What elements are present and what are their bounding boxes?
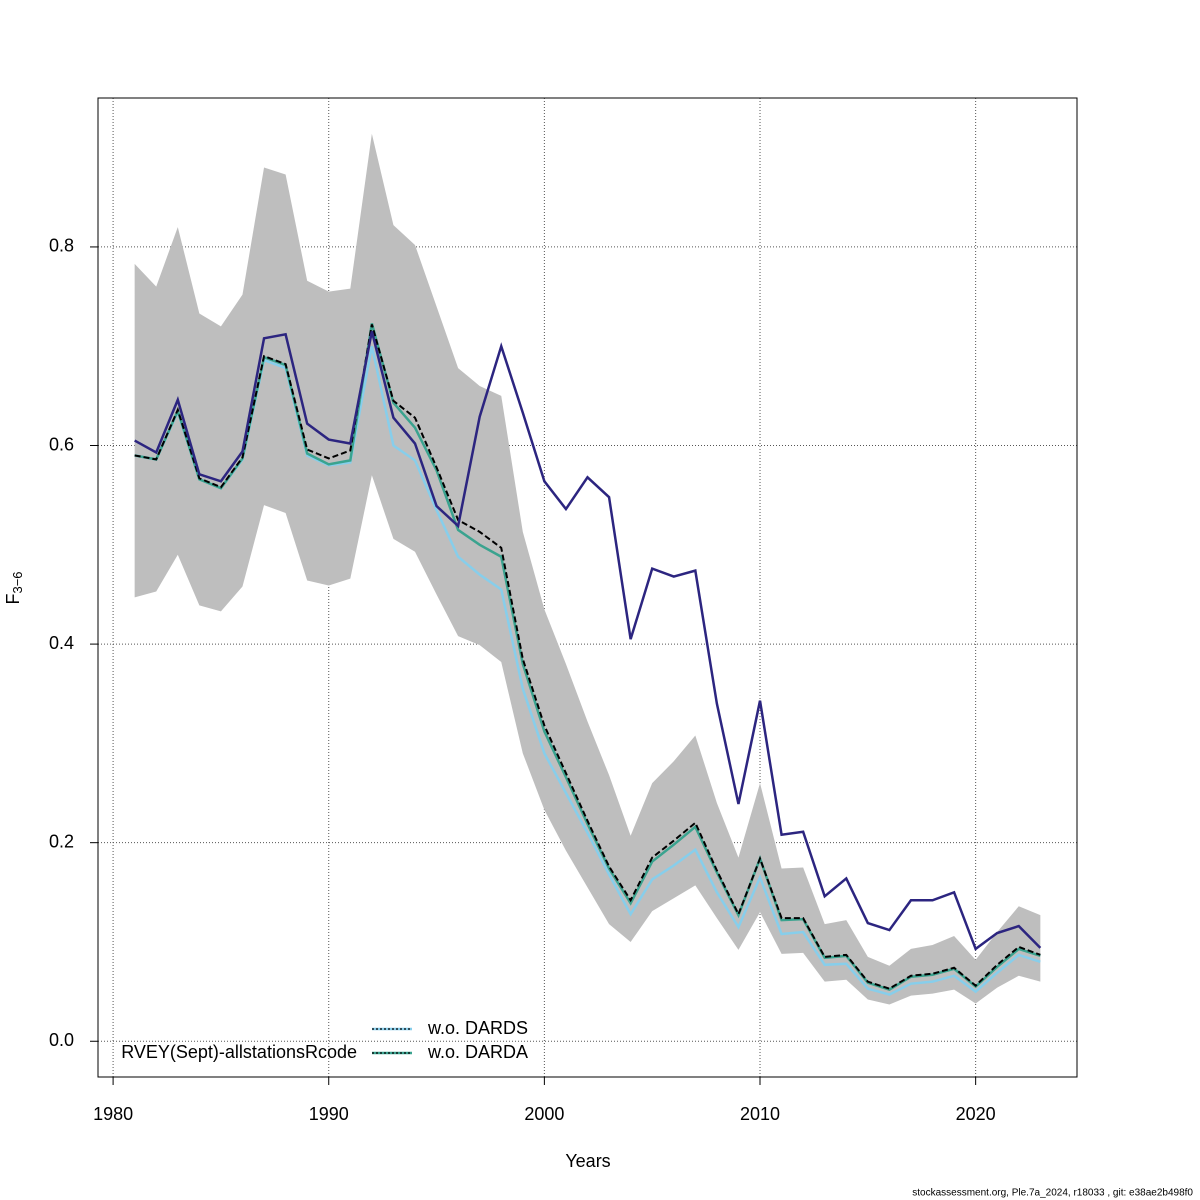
- y-axis-label: F3−6: [3, 571, 26, 604]
- series-line: [134, 324, 1041, 990]
- legend-label: w.o. DARDA: [427, 1042, 528, 1062]
- y-label-main: F: [3, 594, 23, 605]
- series-line: [134, 331, 1042, 951]
- y-label-sub: 3−6: [10, 571, 25, 593]
- y-tick-label: 0.0: [49, 1030, 74, 1050]
- x-tick-label: 2020: [956, 1104, 996, 1124]
- x-tick-label: 1980: [93, 1104, 133, 1124]
- legend-label: w.o. DARDS: [427, 1018, 528, 1038]
- x-tick-label: 1990: [309, 1104, 349, 1124]
- y-tick-label: 0.8: [49, 236, 74, 256]
- y-tick-label: 0.4: [49, 633, 74, 653]
- x-tick-label: 2000: [524, 1104, 564, 1124]
- x-axis-label: Years: [565, 1151, 610, 1171]
- y-tick-label: 0.2: [49, 831, 74, 851]
- footer: stockassessment.org, Ple.7a_2024, r18033…: [912, 1188, 1193, 1199]
- plot-frame: [97, 97, 1078, 1078]
- confidence-band: [134, 133, 1041, 1005]
- legend-label: RVEY(Sept)-allstationsRcode: [121, 1042, 357, 1062]
- x-tick-label: 2010: [740, 1104, 780, 1124]
- y-tick-label: 0.6: [49, 434, 74, 454]
